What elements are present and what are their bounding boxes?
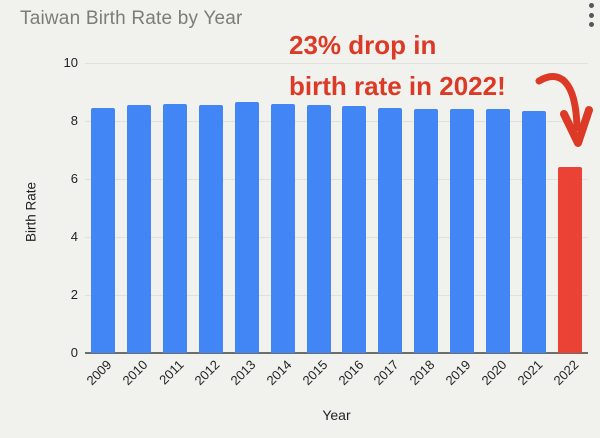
bar-2017 bbox=[378, 108, 403, 353]
x-tick-label-2014: 2014 bbox=[263, 357, 295, 389]
annotation-line-2: birth rate in 2022! bbox=[289, 71, 506, 101]
bar-2019 bbox=[450, 109, 475, 353]
gridline-y-6 bbox=[85, 179, 588, 180]
gridline-y-4 bbox=[85, 237, 588, 238]
x-tick-label-2011: 2011 bbox=[156, 357, 187, 388]
x-tick-label-2009: 2009 bbox=[83, 357, 115, 389]
bar-2014 bbox=[270, 104, 295, 353]
bar-2015 bbox=[306, 105, 331, 353]
y-tick-label-4: 4 bbox=[70, 229, 78, 244]
bar-2018 bbox=[414, 109, 439, 353]
y-tick-label-8: 8 bbox=[70, 113, 78, 128]
annotation-line-1: 23% drop in bbox=[289, 30, 437, 60]
x-tick-label-2010: 2010 bbox=[119, 357, 151, 389]
bar-2016 bbox=[342, 106, 367, 353]
y-tick-label-10: 10 bbox=[63, 55, 78, 70]
x-tick-label-2020: 2020 bbox=[478, 357, 510, 389]
x-tick-label-2019: 2019 bbox=[442, 357, 474, 389]
bar-2012 bbox=[198, 105, 223, 353]
plot-area bbox=[85, 63, 588, 354]
kebab-menu-icon bbox=[588, 3, 594, 8]
chart-options-button[interactable] bbox=[584, 2, 598, 28]
x-tick-label-2015: 2015 bbox=[299, 357, 331, 389]
x-tick-label-2022: 2022 bbox=[550, 357, 582, 389]
y-tick-label-0: 0 bbox=[70, 345, 78, 360]
bar-2011 bbox=[162, 104, 187, 353]
bar-2009 bbox=[90, 108, 115, 353]
x-tick-label-2016: 2016 bbox=[335, 357, 367, 389]
x-axis-line bbox=[85, 352, 588, 354]
gridline-y-2 bbox=[85, 295, 588, 296]
y-tick-label-2: 2 bbox=[70, 287, 78, 302]
x-tick-label-2021: 2021 bbox=[514, 357, 546, 389]
kebab-menu-icon bbox=[588, 22, 594, 27]
x-tick-label-2013: 2013 bbox=[227, 357, 259, 389]
annotation-text: 23% drop in birth rate in 2022! bbox=[289, 25, 506, 107]
x-tick-label-2012: 2012 bbox=[191, 357, 223, 389]
bar-2020 bbox=[486, 109, 511, 353]
kebab-menu-icon bbox=[588, 12, 594, 18]
x-tick-label-2017: 2017 bbox=[370, 357, 402, 389]
bar-2010 bbox=[126, 105, 151, 353]
y-tick-label-6: 6 bbox=[70, 171, 78, 186]
bar-2013 bbox=[234, 102, 259, 353]
chart-title: Taiwan Birth Rate by Year bbox=[20, 8, 243, 29]
x-axis-title: Year bbox=[322, 407, 351, 423]
bar-2021 bbox=[522, 111, 547, 353]
bar-2022 bbox=[558, 167, 583, 353]
gridline-y-8 bbox=[85, 121, 588, 122]
x-tick-label-2018: 2018 bbox=[406, 357, 438, 389]
gridline-y-10 bbox=[85, 63, 588, 64]
